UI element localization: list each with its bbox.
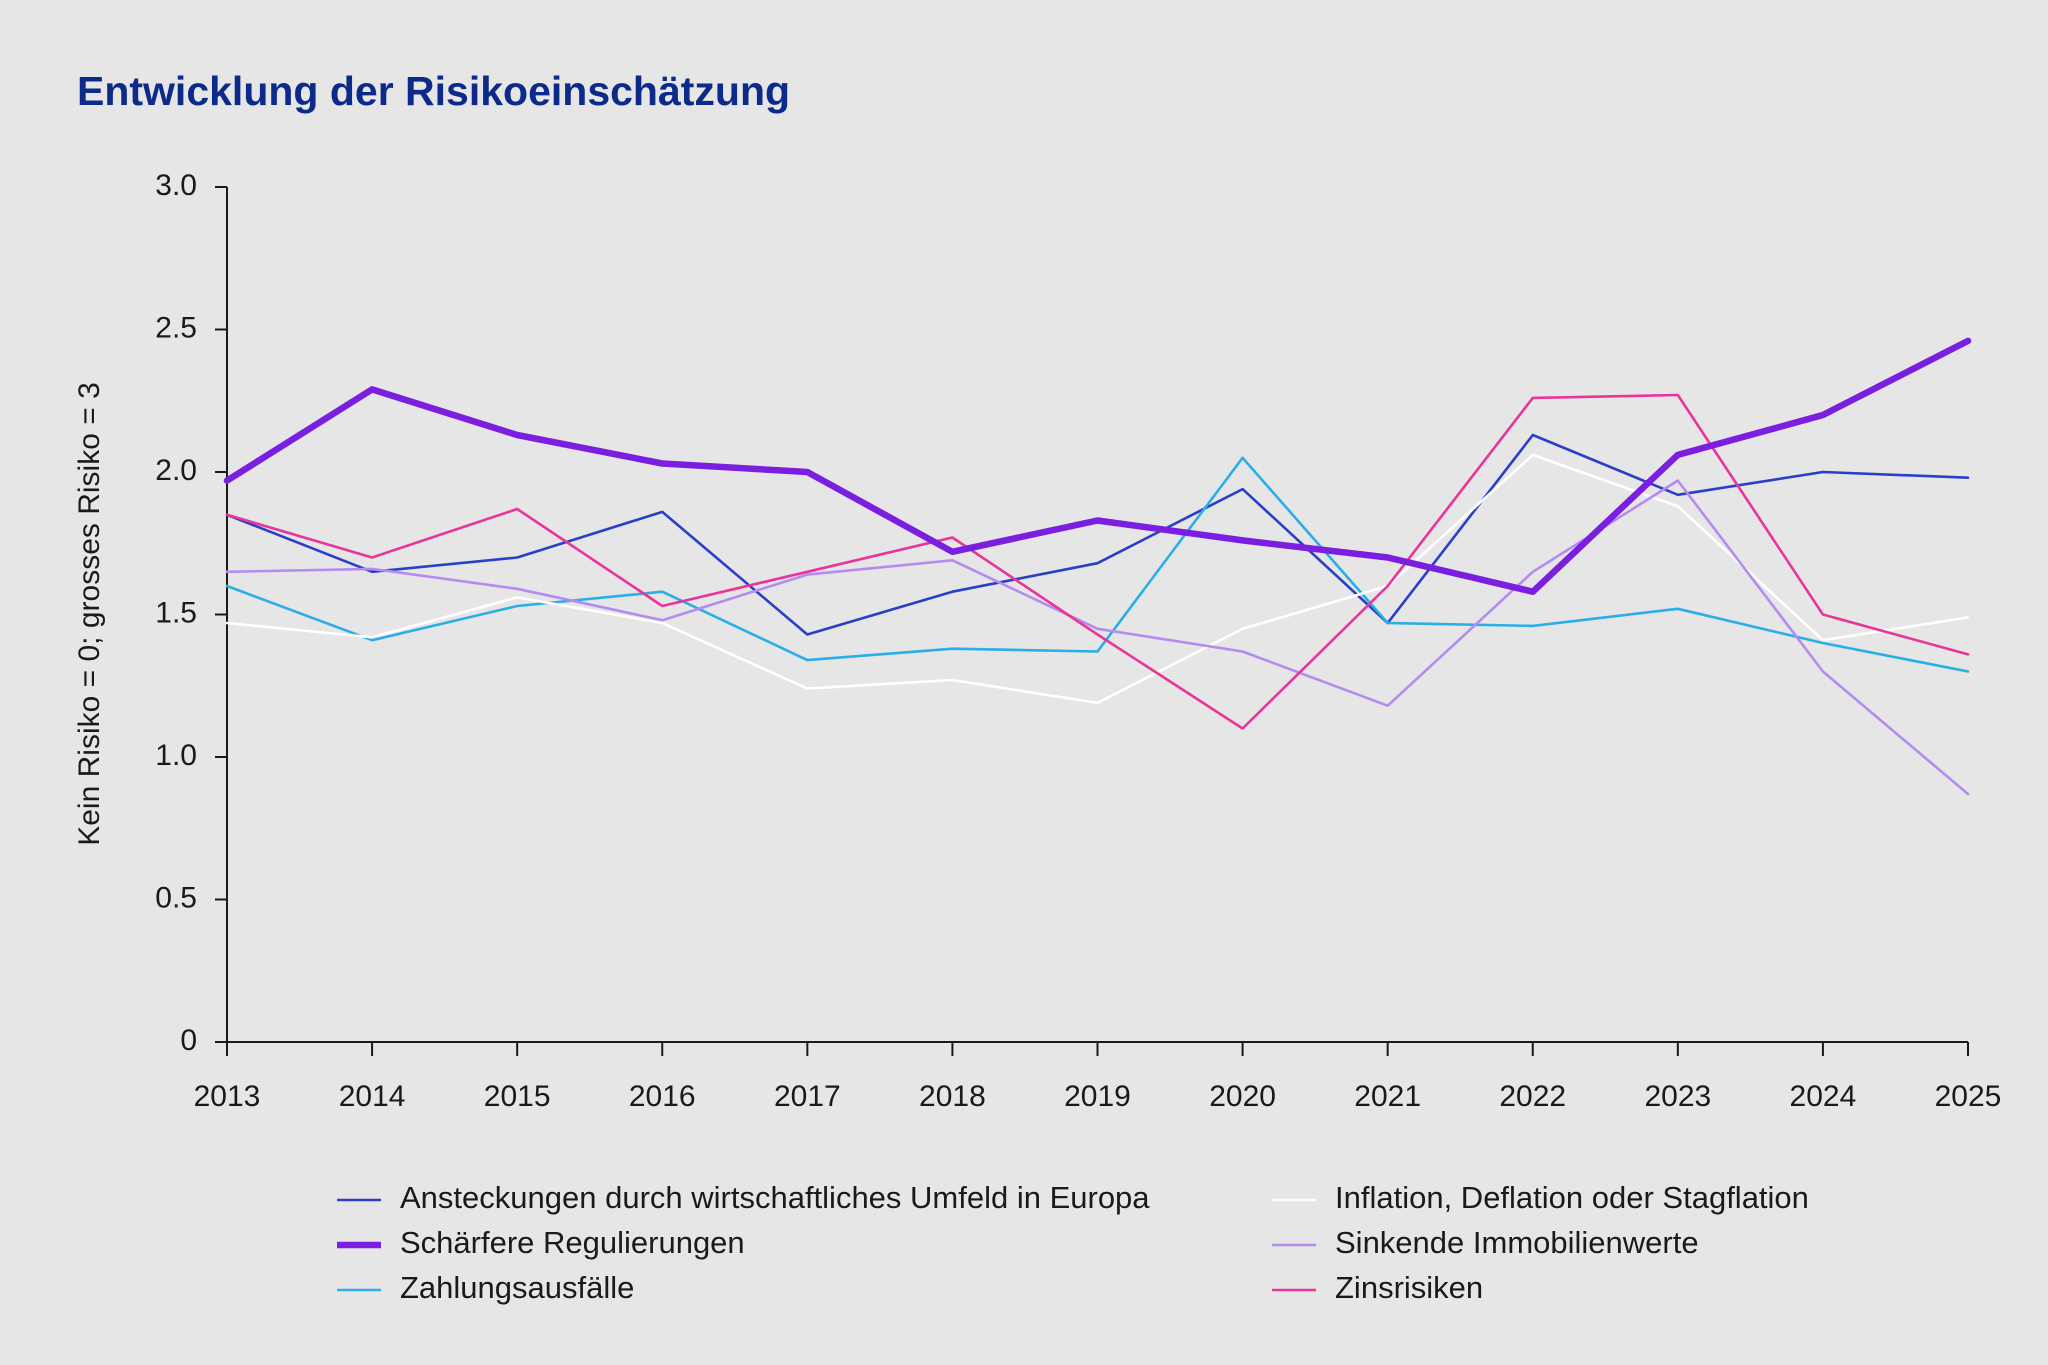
x-tick-label: 2020: [1209, 1080, 1276, 1113]
y-tick-label: 2.5: [155, 311, 197, 344]
y-tick-label: 1.5: [155, 596, 197, 629]
legend-label: Ansteckungen durch wirtschaftliches Umfe…: [400, 1180, 1150, 1215]
y-tick-label: 1.0: [155, 739, 197, 772]
legend-label: Sinkende Immobilienwerte: [1335, 1225, 1699, 1260]
series-line: [225, 453, 1970, 705]
x-tick-label: 2013: [194, 1080, 261, 1113]
x-tick-label: 2024: [1790, 1080, 1857, 1113]
x-tick-label: 2019: [1064, 1080, 1131, 1113]
y-axis-label: Kein Risiko = 0; grosses Risiko = 3: [73, 382, 106, 846]
series-line: [225, 433, 1970, 636]
y-tick-label: 3.0: [155, 169, 197, 202]
chart-title: Entwicklung der Risikoeinschätzung: [77, 68, 790, 114]
x-tick-label: 2017: [774, 1080, 841, 1113]
x-tick-label: 2022: [1499, 1080, 1566, 1113]
y-tick-label: 2.0: [155, 454, 197, 487]
series-line: [223, 337, 1972, 595]
series-line: [225, 456, 1970, 673]
series-line: [225, 393, 1970, 730]
legend-label: Zinsrisiken: [1335, 1270, 1483, 1305]
y-tick-label: 0.5: [155, 881, 197, 914]
x-tick-label: 2016: [629, 1080, 696, 1113]
legend-label: Zahlungsausfälle: [400, 1270, 634, 1305]
x-tick-label: 2023: [1644, 1080, 1711, 1113]
x-tick-label: 2018: [919, 1080, 986, 1113]
legend-label: Inflation, Deflation oder Stagflation: [1335, 1180, 1809, 1215]
y-tick-label: 0: [180, 1024, 197, 1057]
x-tick-label: 2015: [484, 1080, 551, 1113]
legend-label: Schärfere Regulierungen: [400, 1225, 745, 1260]
x-tick-label: 2021: [1354, 1080, 1421, 1113]
x-tick-label: 2025: [1935, 1080, 2002, 1113]
x-tick-label: 2014: [339, 1080, 406, 1113]
series-line: [225, 479, 1970, 796]
